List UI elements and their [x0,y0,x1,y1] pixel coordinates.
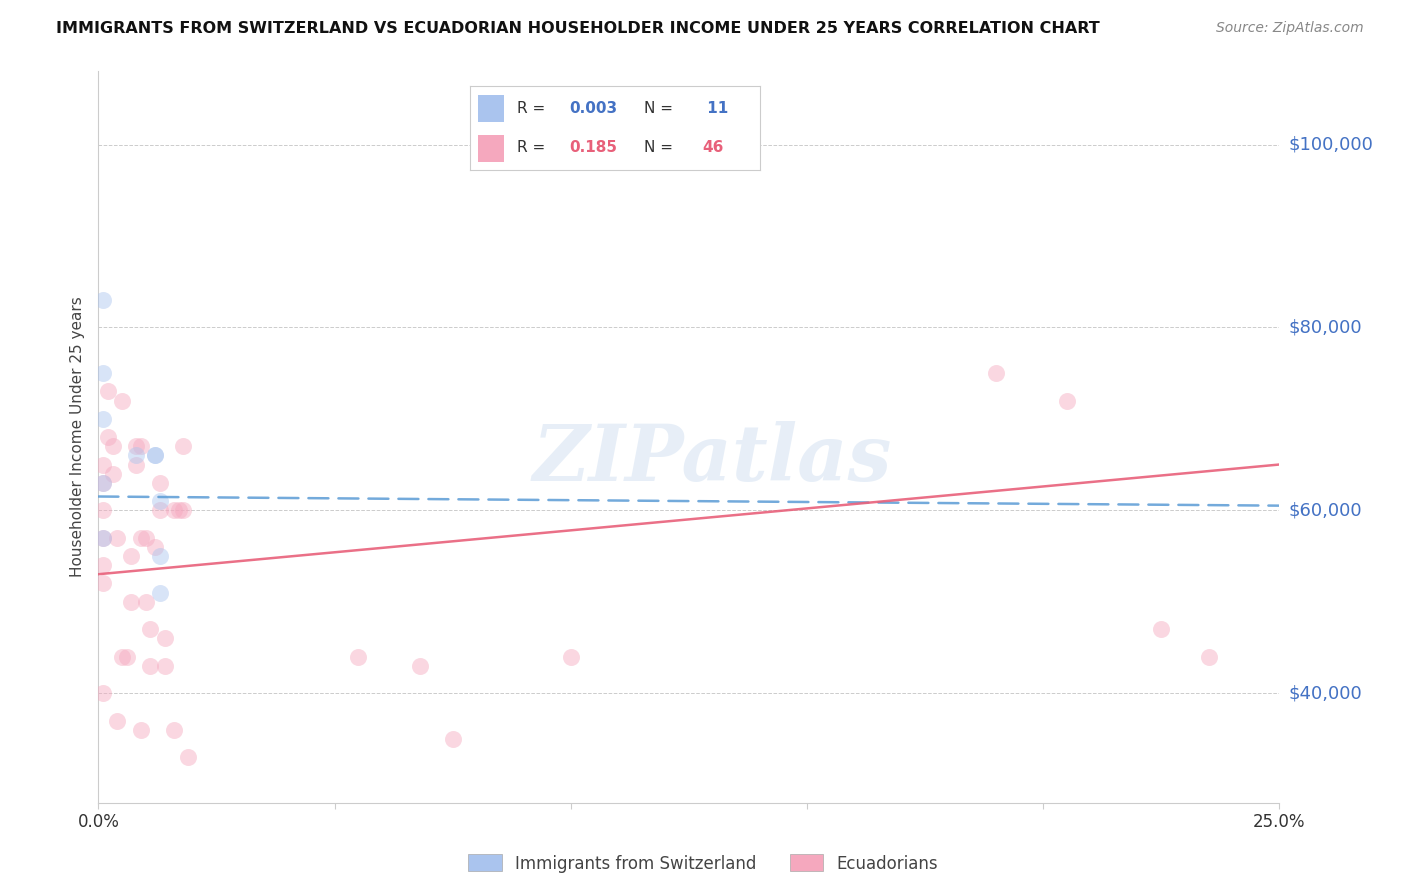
Point [1056,393,1078,408]
Y-axis label: Householder Income Under 25 years: Householder Income Under 25 years [69,297,84,577]
Point [149,494,172,508]
Text: Source: ZipAtlas.com: Source: ZipAtlas.com [1216,21,1364,35]
Point [91,411,114,425]
Point [111,393,134,408]
Point [149,503,172,517]
Point [91,475,114,490]
Point [441,731,464,746]
Point [143,540,166,554]
Point [111,649,134,664]
Point [1150,622,1173,636]
Point [91,531,114,545]
Point [167,503,190,517]
Point [91,686,114,700]
Point [172,503,194,517]
Point [105,531,128,545]
Point [125,439,148,453]
Point [91,576,114,591]
Point [135,594,157,608]
Point [97,430,120,444]
Point [91,503,114,517]
Point [129,439,152,453]
Text: ZIPatlas: ZIPatlas [533,421,893,497]
Point [115,649,138,664]
Point [153,658,176,673]
Text: $60,000: $60,000 [1289,501,1362,519]
Point [135,531,157,545]
Point [129,531,152,545]
Point [91,366,114,380]
Legend: Immigrants from Switzerland, Ecuadorians: Immigrants from Switzerland, Ecuadorians [461,847,945,880]
Point [149,475,172,490]
Point [125,448,148,462]
Text: $80,000: $80,000 [1289,318,1362,336]
Point [163,723,186,737]
Point [91,458,114,472]
Point [91,531,114,545]
Point [139,658,162,673]
Point [163,503,186,517]
Point [172,439,194,453]
Point [347,649,370,664]
Point [560,649,582,664]
Point [984,366,1007,380]
Point [143,448,166,462]
Point [105,714,128,728]
Point [1198,649,1220,664]
Point [153,631,176,645]
Point [129,723,152,737]
Point [149,585,172,599]
Point [101,467,124,481]
Text: $100,000: $100,000 [1289,136,1374,153]
Point [121,549,143,563]
Text: IMMIGRANTS FROM SWITZERLAND VS ECUADORIAN HOUSEHOLDER INCOME UNDER 25 YEARS CORR: IMMIGRANTS FROM SWITZERLAND VS ECUADORIA… [56,21,1099,36]
Point [121,594,143,608]
Point [149,549,172,563]
Point [91,475,114,490]
Point [408,658,430,673]
Point [97,384,120,399]
Point [91,558,114,573]
Point [91,293,114,307]
Point [139,622,162,636]
Text: $40,000: $40,000 [1289,684,1362,702]
Point [125,458,148,472]
Point [177,750,200,764]
Point [101,439,124,453]
Point [143,448,166,462]
